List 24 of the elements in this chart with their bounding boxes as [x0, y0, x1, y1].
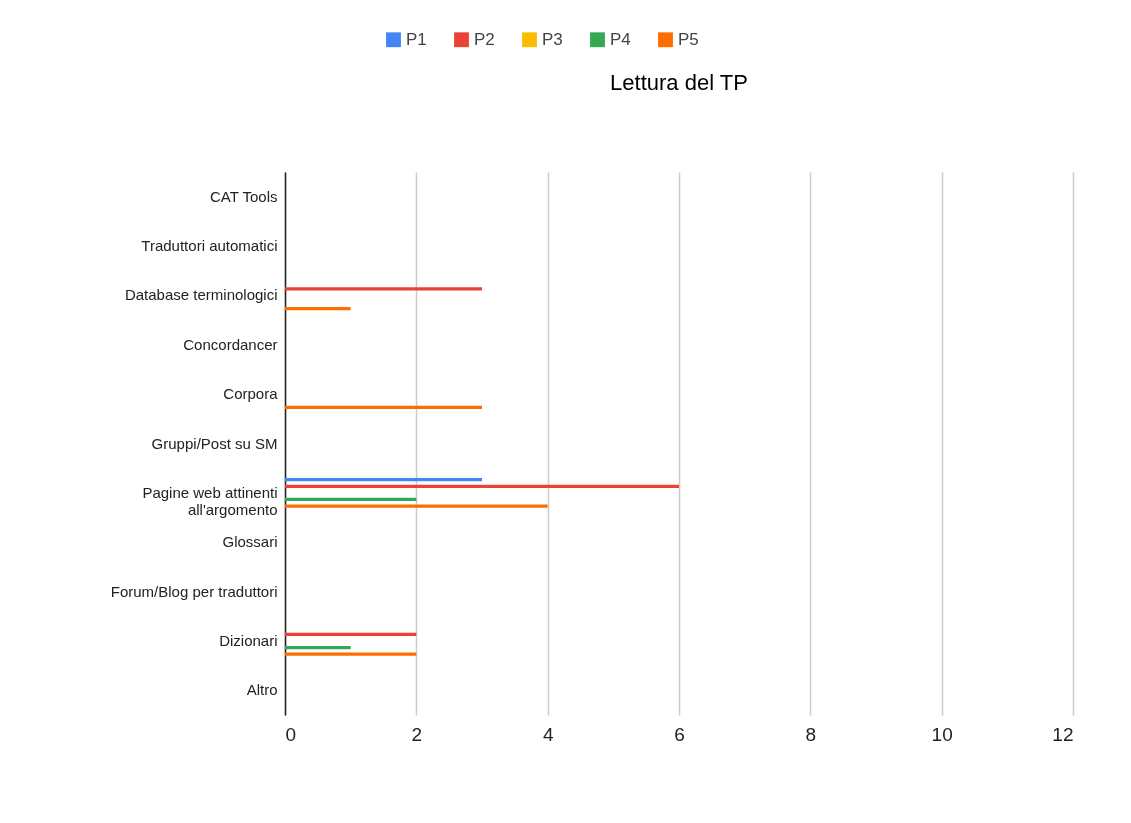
y-tick-label: Altro [246, 681, 278, 699]
x-tick-label: 2 [411, 723, 423, 745]
y-tick-label: CAT Tools [209, 187, 278, 205]
x-tick-label: 10 [931, 723, 953, 745]
y-tick-label: Pagine web attinenti all'argomento [142, 483, 278, 518]
legend-label: P4 [610, 29, 631, 49]
x-tick-label: 6 [674, 723, 685, 745]
y-tick-label: Database terminologici [124, 286, 278, 304]
y-tick-label: Forum/Blog per traduttori [110, 582, 278, 600]
x-tick-label: 0 [285, 723, 297, 745]
x-tick-label: 8 [805, 723, 817, 745]
legend-label: P1 [406, 29, 427, 49]
legend-label: P3 [542, 29, 563, 49]
y-tick-label: Concordancer [183, 335, 278, 353]
y-tick-label: Corpora [223, 385, 279, 403]
legend-label: P5 [678, 29, 699, 49]
y-tick-label: Traduttori automatici [141, 237, 278, 255]
y-tick-label: Dizionari [219, 631, 278, 649]
legend-label: P2 [474, 29, 495, 49]
chart-title: Lettura del TP [610, 70, 748, 95]
y-tick-label: Glossari [222, 533, 278, 551]
y-tick-label: Gruppi/Post su SM [151, 434, 278, 452]
x-tick-label: 4 [542, 723, 554, 745]
x-tick-label: 12 [1052, 723, 1074, 745]
